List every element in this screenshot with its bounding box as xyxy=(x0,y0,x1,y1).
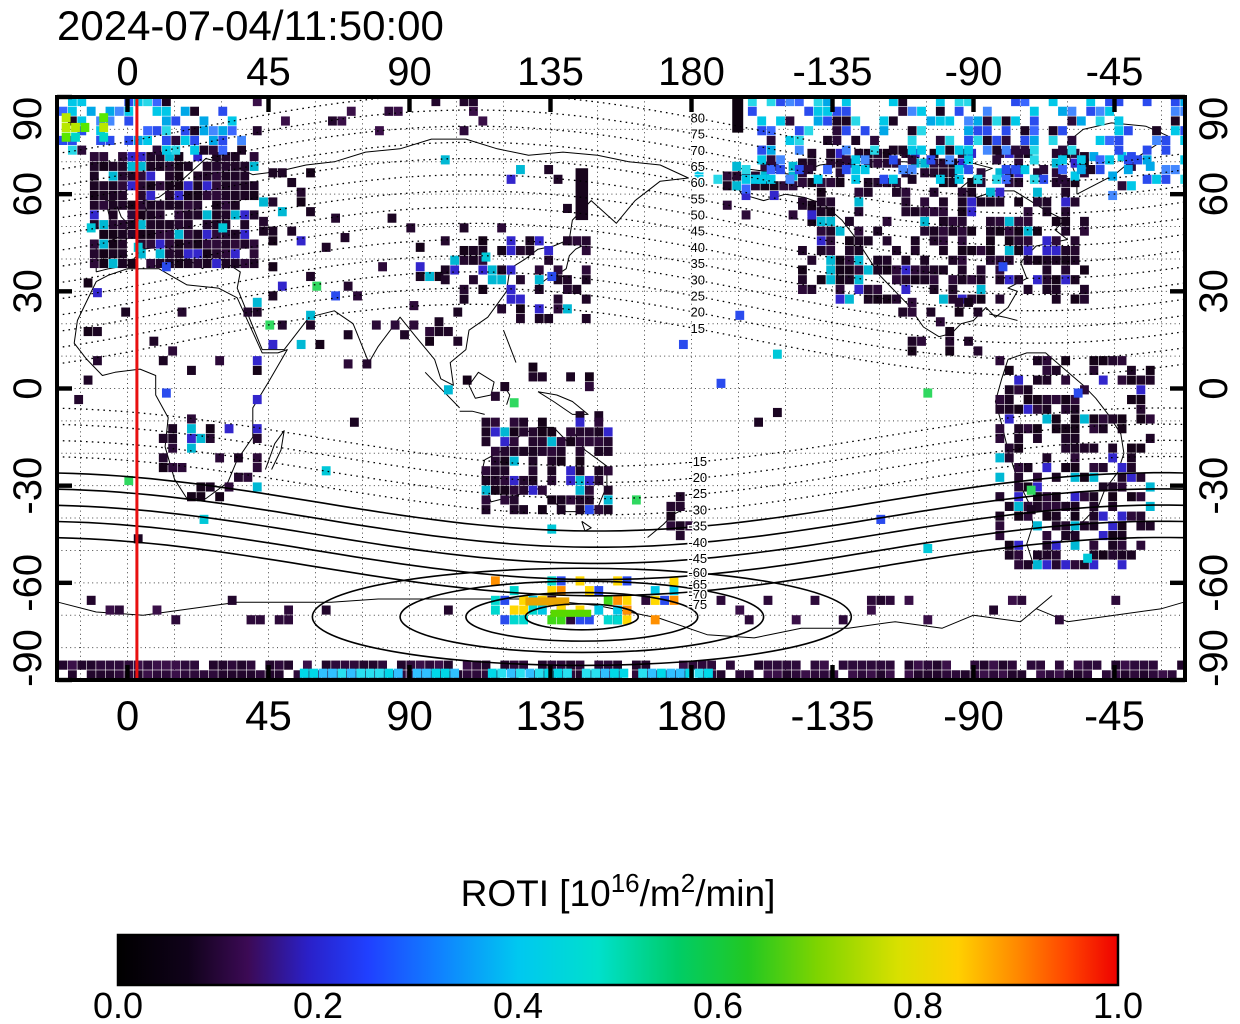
x-tick-label-top: -45 xyxy=(1086,50,1144,94)
x-tick-label-top: 0 xyxy=(116,50,138,94)
contour-label: 30 xyxy=(691,272,705,287)
y-tick-label-left: -90 xyxy=(6,629,50,687)
colorbar: 0.0 0.2 0.4 0.6 0.8 1.0 xyxy=(93,933,1143,1024)
contour-label: 15 xyxy=(691,321,705,336)
x-tick-label-top: -135 xyxy=(792,50,872,94)
contour-label: -30 xyxy=(688,502,707,517)
red-meridian-line xyxy=(135,97,139,680)
x-tick-label-bottom: 135 xyxy=(515,692,585,739)
colorbar-title-sup16: 16 xyxy=(611,868,640,898)
axes-layer: 0045459090135135180180-135-135-90-90-45-… xyxy=(6,50,1236,739)
contour-label: -50 xyxy=(688,567,707,582)
x-tick-label-top: 180 xyxy=(658,50,725,94)
y-tick-label-right: -90 xyxy=(1192,629,1236,687)
contour-label: 75 xyxy=(691,127,705,142)
contour-label: -20 xyxy=(688,470,707,485)
contour-label: -55 xyxy=(688,583,707,598)
x-tick-label-bottom: -45 xyxy=(1084,692,1145,739)
colorbar-tick-label: 0.0 xyxy=(93,985,143,1024)
contour-label: -25 xyxy=(688,486,707,501)
contour-label: 25 xyxy=(691,289,705,304)
x-tick-label-top: 135 xyxy=(517,50,584,94)
x-tick-label-bottom: -135 xyxy=(790,692,874,739)
y-tick-label-right: -30 xyxy=(1192,457,1236,515)
y-tick-label-right: -60 xyxy=(1192,554,1236,612)
contour-label: 20 xyxy=(691,305,705,320)
colorbar-tick-label: 0.4 xyxy=(493,985,543,1024)
roti-cells-layer xyxy=(58,97,1185,680)
contour-label: -45 xyxy=(688,551,707,566)
y-tick-label-left: 0 xyxy=(6,377,50,399)
y-tick-label-left: 90 xyxy=(6,97,50,142)
y-tick-label-right: 0 xyxy=(1192,377,1236,399)
x-tick-label-bottom: -90 xyxy=(943,692,1004,739)
contour-label: -65 xyxy=(688,577,707,592)
contour-label: 80 xyxy=(691,110,705,125)
y-tick-label-right: 30 xyxy=(1192,269,1236,314)
contour-label: 55 xyxy=(691,191,705,206)
contour-label: -60 xyxy=(688,565,707,580)
contour-label: 35 xyxy=(691,256,705,271)
colorbar-tick-label: 0.6 xyxy=(693,985,743,1024)
colorbar-title-main: ROTI [10 xyxy=(461,873,611,914)
contour-label: -70 xyxy=(688,587,707,602)
x-tick-label-top: 45 xyxy=(246,50,291,94)
y-tick-label-right: 60 xyxy=(1192,172,1236,217)
contour-label: -40 xyxy=(688,535,707,550)
contour-label: 45 xyxy=(691,224,705,239)
contour-label: -35 xyxy=(688,519,707,534)
x-tick-label-bottom: 0 xyxy=(116,692,139,739)
colorbar-tick-label: 1.0 xyxy=(1093,985,1143,1024)
contour-label: -75 xyxy=(688,597,707,612)
colorbar-title-min: /min] xyxy=(695,873,775,914)
colorbar-tick-label: 0.8 xyxy=(893,985,943,1024)
y-tick-label-right: 90 xyxy=(1192,97,1236,142)
contour-label: 40 xyxy=(691,240,705,255)
colorbar-tick-label: 0.2 xyxy=(293,985,343,1024)
timestamp-title: 2024-07-04/11:50:00 xyxy=(57,2,444,49)
contour-label: 70 xyxy=(691,143,705,158)
y-tick-label-left: 60 xyxy=(6,172,50,217)
x-tick-label-bottom: 90 xyxy=(386,692,433,739)
x-tick-label-top: 90 xyxy=(387,50,432,94)
contour-label: 50 xyxy=(691,208,705,223)
y-tick-label-left: -30 xyxy=(6,457,50,515)
colorbar-title-m: /m xyxy=(640,873,681,914)
contour-label: 65 xyxy=(691,159,705,174)
contour-label: 60 xyxy=(691,175,705,190)
x-tick-label-bottom: 45 xyxy=(245,692,292,739)
y-tick-label-left: -60 xyxy=(6,554,50,612)
y-tick-label-left: 30 xyxy=(6,269,50,314)
x-tick-label-top: -90 xyxy=(945,50,1003,94)
colorbar-title-sup2: 2 xyxy=(681,868,695,898)
colorbar-title: ROTI [1016/m2/min] xyxy=(461,868,776,914)
x-tick-label-bottom: 180 xyxy=(656,692,726,739)
contour-label: -15 xyxy=(688,454,707,469)
